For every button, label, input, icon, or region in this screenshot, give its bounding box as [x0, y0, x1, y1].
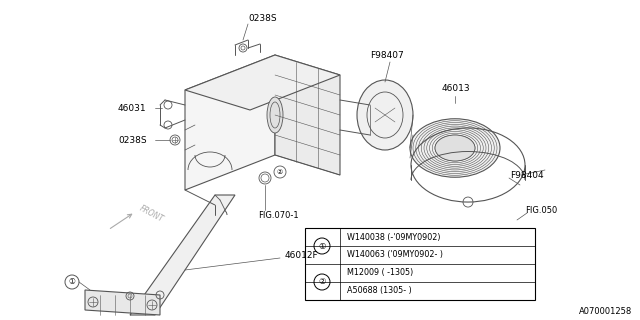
Ellipse shape: [410, 119, 500, 177]
Bar: [305, 228, 535, 300]
Text: ①: ①: [318, 242, 326, 251]
Text: ②: ②: [318, 277, 326, 286]
Polygon shape: [85, 290, 160, 315]
Text: FIG.070-1: FIG.070-1: [258, 211, 299, 220]
Text: FRONT: FRONT: [138, 204, 165, 224]
Text: ②: ②: [277, 169, 283, 175]
Text: F98407: F98407: [370, 51, 404, 60]
Text: A50688 (1305- ): A50688 (1305- ): [347, 286, 412, 295]
Polygon shape: [130, 195, 235, 315]
Text: 46031: 46031: [118, 103, 147, 113]
Text: 46013: 46013: [442, 84, 470, 92]
Text: F98404: F98404: [510, 171, 543, 180]
Polygon shape: [275, 55, 340, 175]
Text: FIG.050: FIG.050: [525, 205, 557, 214]
Polygon shape: [185, 55, 275, 190]
Polygon shape: [185, 55, 340, 110]
Text: 0238S: 0238S: [118, 135, 147, 145]
Text: 0238S: 0238S: [248, 13, 276, 22]
Ellipse shape: [435, 135, 475, 161]
Text: W140063 ('09MY0902- ): W140063 ('09MY0902- ): [347, 251, 443, 260]
Text: A070001258: A070001258: [579, 308, 632, 316]
Ellipse shape: [267, 97, 283, 133]
Text: ①: ①: [68, 277, 76, 286]
Text: M12009 ( -1305): M12009 ( -1305): [347, 268, 413, 277]
Text: 46012F: 46012F: [285, 251, 319, 260]
Text: W140038 (-'09MY0902): W140038 (-'09MY0902): [347, 233, 440, 242]
Ellipse shape: [357, 80, 413, 150]
